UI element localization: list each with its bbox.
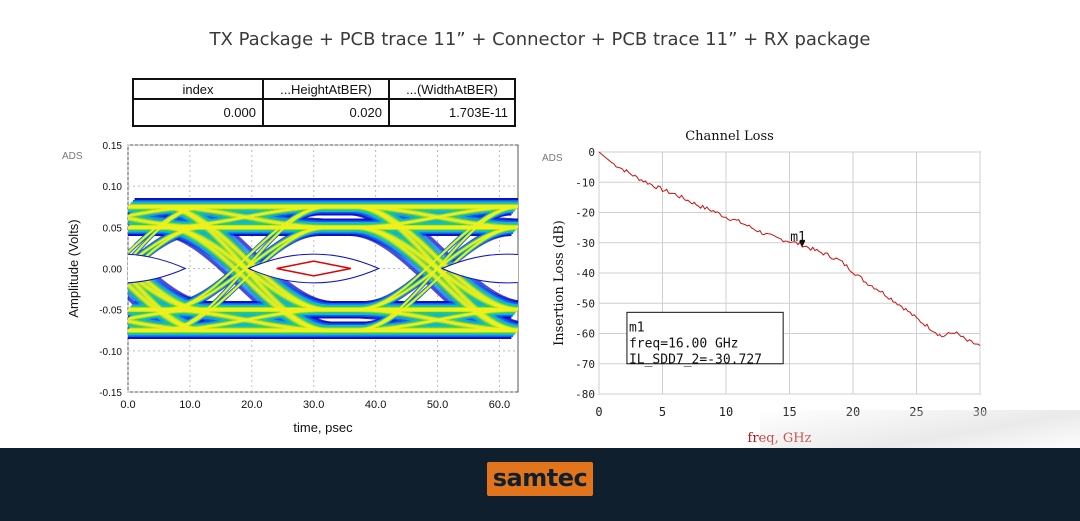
measurement-table: index ...HeightAtBER) ...(WidthAtBER) 0.… [132, 78, 516, 127]
table-cell: 1.703E-11 [388, 98, 516, 127]
slide: TX Package + PCB trace 11” + Connector +… [62, 29, 1080, 450]
y-tick-label: -0.05 [99, 306, 122, 317]
table-header: ...(WidthAtBER) [388, 78, 516, 100]
x-axis-label: time, psec [293, 420, 353, 435]
x-tick-label: 60.0 [489, 399, 510, 411]
footer-bar: samtec [0, 448, 1080, 521]
y-tick-label: 0.10 [103, 182, 123, 193]
y-tick-label: -40 [575, 267, 595, 280]
eye-opening [440, 253, 518, 284]
eye-mask [276, 260, 352, 277]
slide-title: TX Package + PCB trace 11” + Connector +… [209, 29, 871, 50]
x-tick-label: 0 [595, 405, 602, 419]
eye-trace [128, 205, 518, 310]
y-tick-label: -50 [575, 297, 595, 310]
x-tick-label: 40.0 [365, 399, 386, 411]
y-tick-label: -20 [575, 207, 595, 220]
x-tick-label: 10 [719, 405, 733, 419]
decorative-glare [760, 410, 1080, 450]
table-cell: 0.020 [262, 98, 390, 127]
y-tick-label: 0.15 [103, 141, 123, 152]
y-axis-label: Insertion Loss (dB) [552, 220, 567, 346]
chart-title: Channel Loss [685, 129, 774, 144]
eye-trace [128, 205, 518, 331]
x-tick-label: 10.0 [179, 399, 200, 411]
marker-label: m1 [790, 230, 806, 245]
y-tick-label: -10 [575, 176, 595, 189]
marker-readout-line: m1 [629, 320, 645, 335]
y-tick-label: -30 [575, 237, 595, 250]
y-tick-label: -60 [575, 328, 595, 341]
series-line [598, 151, 981, 346]
x-tick-label: 50.0 [427, 399, 448, 411]
eye-opening [128, 253, 187, 284]
marker-triangle [799, 240, 806, 247]
eye-opening [247, 253, 380, 284]
table-cell: 0.000 [132, 98, 264, 127]
y-tick-label: 0.00 [103, 265, 123, 276]
y-tick-label: -70 [575, 358, 595, 371]
samtec-logo: samtec [0, 462, 1080, 496]
eye-traces [128, 198, 518, 339]
marker-readout-line: freq=16.00 GHz [629, 336, 739, 351]
y-tick-label: 0 [588, 146, 595, 159]
x-tick-label: 20.0 [241, 399, 262, 411]
marker-readout-box [626, 311, 784, 365]
marker-readout-line: IL_SDD7_2=-30.727 [629, 352, 762, 367]
y-axis-label: Amplitude (Volts) [66, 219, 81, 317]
eye-diagram: ADS 0.0 10.0 20.0 30.0 40.0 50.0 60.0 0.15 0.10 0.… [62, 141, 519, 435]
table-header: ...HeightAtBER) [262, 78, 390, 100]
y-tick-label: -80 [575, 388, 595, 401]
x-tick-label: 0.0 [120, 399, 135, 411]
eye-trace [128, 205, 518, 228]
x-tick-label: 30.0 [303, 399, 324, 411]
channel-loss-chart: Channel LossADS0510152025300-10-20-30-40… [542, 129, 987, 446]
x-tick-label: 5 [659, 405, 666, 419]
corner-label: ADS [542, 153, 563, 164]
y-tick-label: -0.15 [99, 388, 122, 399]
corner-label: ADS [62, 151, 83, 162]
y-tick-label: -0.10 [99, 347, 122, 358]
y-tick-label: 0.05 [103, 223, 123, 234]
table-header: index [132, 78, 264, 100]
